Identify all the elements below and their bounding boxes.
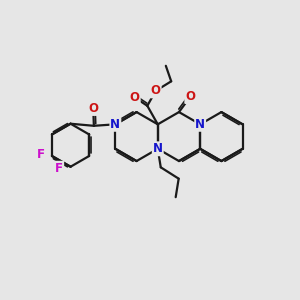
Text: F: F [37, 148, 45, 161]
Text: N: N [195, 118, 205, 131]
Text: O: O [88, 102, 98, 115]
Text: F: F [55, 162, 63, 175]
Text: O: O [130, 91, 140, 104]
Text: N: N [153, 142, 163, 155]
Text: O: O [151, 84, 161, 98]
Text: O: O [185, 90, 195, 103]
Text: N: N [110, 118, 120, 131]
